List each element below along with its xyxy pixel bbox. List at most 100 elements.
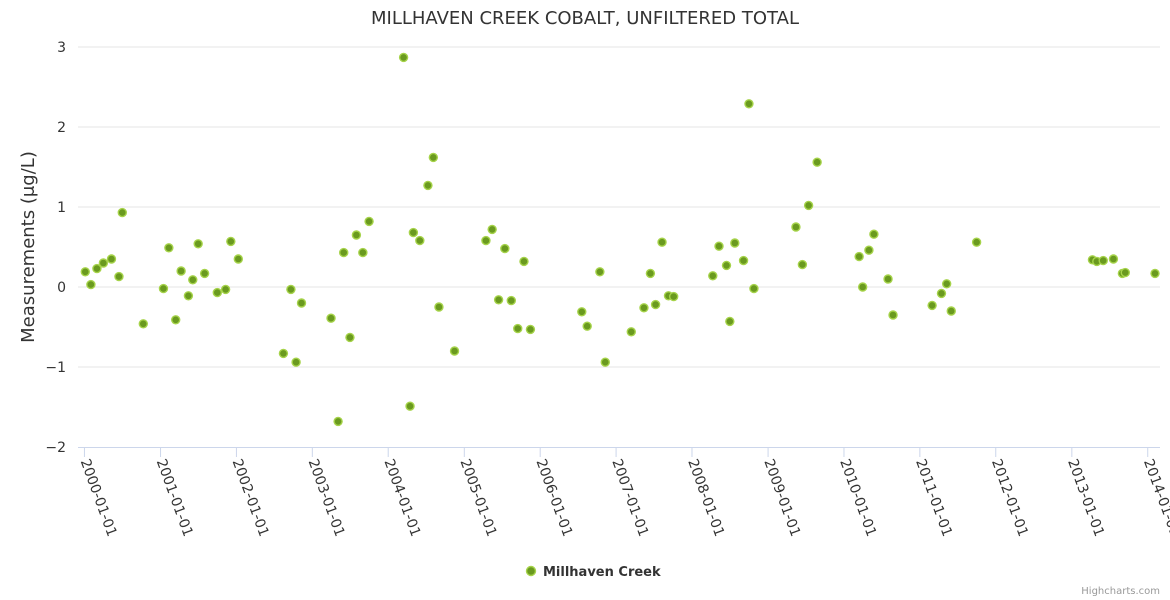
- data-point[interactable]: [423, 180, 433, 191]
- data-point[interactable]: [941, 279, 952, 289]
- data-point[interactable]: [171, 315, 181, 325]
- data-point[interactable]: [971, 237, 982, 247]
- data-point[interactable]: [193, 239, 203, 249]
- data-point[interactable]: [106, 254, 117, 264]
- x-tick-label: 2012-01-01: [988, 457, 1031, 539]
- data-point[interactable]: [500, 243, 510, 254]
- data-point[interactable]: [577, 307, 587, 317]
- x-tick-label: 2007-01-01: [608, 457, 651, 539]
- data-point[interactable]: [164, 243, 174, 253]
- y-tick-label: 0: [57, 280, 66, 296]
- data-point[interactable]: [668, 291, 679, 302]
- data-point[interactable]: [595, 267, 605, 277]
- data-point[interactable]: [138, 319, 148, 329]
- data-point[interactable]: [493, 295, 504, 305]
- data-point[interactable]: [405, 401, 415, 411]
- data-point[interactable]: [600, 357, 610, 367]
- data-point[interactable]: [188, 275, 198, 285]
- data-point[interactable]: [738, 255, 749, 266]
- data-point[interactable]: [1120, 267, 1130, 278]
- data-point[interactable]: [639, 303, 649, 313]
- data-point[interactable]: [117, 207, 127, 218]
- data-point[interactable]: [519, 256, 529, 267]
- data-point[interactable]: [525, 324, 536, 335]
- data-point[interactable]: [869, 229, 879, 239]
- data-point[interactable]: [645, 268, 656, 279]
- data-point[interactable]: [398, 52, 409, 63]
- data-point[interactable]: [797, 259, 808, 270]
- data-point[interactable]: [415, 235, 425, 246]
- data-point[interactable]: [345, 332, 355, 343]
- data-point[interactable]: [92, 263, 102, 274]
- data-point[interactable]: [1150, 268, 1160, 279]
- data-point[interactable]: [936, 288, 947, 299]
- data-point[interactable]: [946, 306, 956, 316]
- data-point[interactable]: [158, 283, 169, 294]
- data-point[interactable]: [744, 99, 754, 109]
- data-point[interactable]: [86, 279, 96, 290]
- title-group: MILLHAVEN CREEK COBALT, UNFILTERED TOTAL: [371, 8, 799, 29]
- data-point[interactable]: [326, 313, 336, 323]
- data-point[interactable]: [481, 235, 491, 246]
- x-tick-label: 2010-01-01: [836, 457, 879, 539]
- data-point[interactable]: [714, 241, 724, 251]
- data-point[interactable]: [220, 284, 231, 295]
- data-point[interactable]: [296, 298, 307, 308]
- data-point[interactable]: [408, 227, 419, 238]
- data-point[interactable]: [650, 299, 661, 310]
- legend-item-millhaven-creek[interactable]: Millhaven Creek: [543, 565, 661, 580]
- data-point[interactable]: [98, 258, 109, 268]
- chart-title: MILLHAVEN CREEK COBALT, UNFILTERED TOTAL: [371, 8, 799, 29]
- data-point[interactable]: [333, 416, 343, 427]
- data-point[interactable]: [513, 323, 523, 334]
- data-point[interactable]: [888, 310, 898, 320]
- credits-link[interactable]: Highcharts.com: [1081, 586, 1160, 597]
- series-millhaven-creek: [80, 52, 1160, 427]
- data-point[interactable]: [857, 282, 868, 292]
- data-point[interactable]: [212, 287, 223, 298]
- legend-marker[interactable]: [525, 565, 537, 577]
- data-point[interactable]: [449, 346, 460, 356]
- data-point[interactable]: [657, 237, 667, 247]
- data-point[interactable]: [291, 357, 301, 367]
- data-point[interactable]: [927, 300, 937, 311]
- data-point[interactable]: [1098, 255, 1108, 266]
- data-point[interactable]: [226, 236, 236, 247]
- data-point[interactable]: [114, 271, 124, 282]
- data-point[interactable]: [339, 247, 349, 258]
- data-point[interactable]: [506, 295, 516, 306]
- data-point[interactable]: [854, 251, 864, 262]
- legend[interactable]: Millhaven Creek: [525, 565, 661, 580]
- data-point[interactable]: [286, 284, 296, 295]
- data-point[interactable]: [351, 230, 362, 240]
- data-point[interactable]: [626, 327, 636, 337]
- data-point[interactable]: [1108, 254, 1119, 264]
- data-point[interactable]: [812, 157, 822, 167]
- data-point[interactable]: [233, 254, 244, 264]
- data-point[interactable]: [803, 200, 814, 211]
- data-point[interactable]: [183, 291, 194, 301]
- data-point[interactable]: [428, 152, 439, 163]
- data-point[interactable]: [864, 245, 874, 255]
- y-tick-label: −1: [45, 360, 66, 376]
- x-tick-label: 2000-01-01: [77, 457, 120, 539]
- data-point[interactable]: [730, 238, 740, 248]
- data-point[interactable]: [176, 266, 186, 276]
- data-point[interactable]: [721, 260, 732, 271]
- data-point[interactable]: [434, 302, 444, 312]
- data-point[interactable]: [883, 274, 893, 284]
- data-point[interactable]: [725, 316, 735, 327]
- data-point[interactable]: [582, 321, 592, 331]
- data-point[interactable]: [708, 271, 718, 281]
- x-tick-label: 2013-01-01: [1064, 457, 1107, 539]
- data-point[interactable]: [487, 224, 497, 235]
- data-point[interactable]: [364, 216, 374, 227]
- y-tick-label: 3: [57, 40, 66, 56]
- data-point[interactable]: [358, 247, 368, 258]
- data-point[interactable]: [199, 268, 210, 279]
- data-point[interactable]: [791, 222, 801, 232]
- data-point[interactable]: [278, 348, 289, 359]
- data-point[interactable]: [749, 283, 759, 294]
- data-point[interactable]: [80, 267, 90, 277]
